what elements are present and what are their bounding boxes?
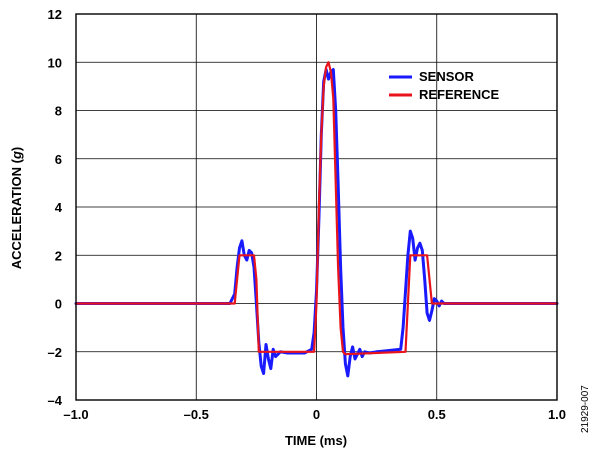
figure-id: 21929-007 (580, 385, 591, 433)
plot-series (74, 61, 559, 378)
x-tick-label: –0.5 (184, 407, 209, 422)
y-tick-label: 4 (55, 200, 63, 215)
plot-frame (75, 13, 558, 401)
x-tick-label: –1.0 (63, 407, 88, 422)
x-tick-label: 0.5 (428, 407, 446, 422)
y-tick-label: 2 (55, 248, 62, 263)
y-axis-title: ACCELERATION (g) (9, 147, 24, 270)
y-tick-label: –2 (48, 345, 62, 360)
grid-lines (75, 13, 558, 401)
y-tick-label: 6 (55, 152, 62, 167)
y-tick-label: –4 (48, 393, 63, 408)
legend-label-sensor: SENSOR (419, 69, 475, 84)
y-tick-label: 0 (55, 297, 62, 312)
legend-label-reference: REFERENCE (419, 87, 500, 102)
y-axis-title-unit: g (9, 151, 24, 160)
series-line-reference (74, 61, 559, 356)
legend: SENSOR REFERENCE (389, 69, 500, 102)
y-axis-title-close: ) (9, 147, 24, 151)
y-axis-title-main: ACCELERATION ( (9, 158, 24, 269)
x-tick-label: 0 (313, 407, 320, 422)
x-tick-labels: –1.0 –0.5 0 0.5 1.0 (63, 407, 566, 422)
y-tick-label: 8 (55, 104, 62, 119)
x-tick-label: 1.0 (548, 407, 566, 422)
y-tick-labels: –4 –2 0 2 4 6 8 10 12 (48, 7, 63, 408)
y-tick-label: 12 (48, 7, 62, 22)
y-tick-label: 10 (48, 55, 62, 70)
x-axis-title: TIME (ms) (285, 433, 347, 448)
